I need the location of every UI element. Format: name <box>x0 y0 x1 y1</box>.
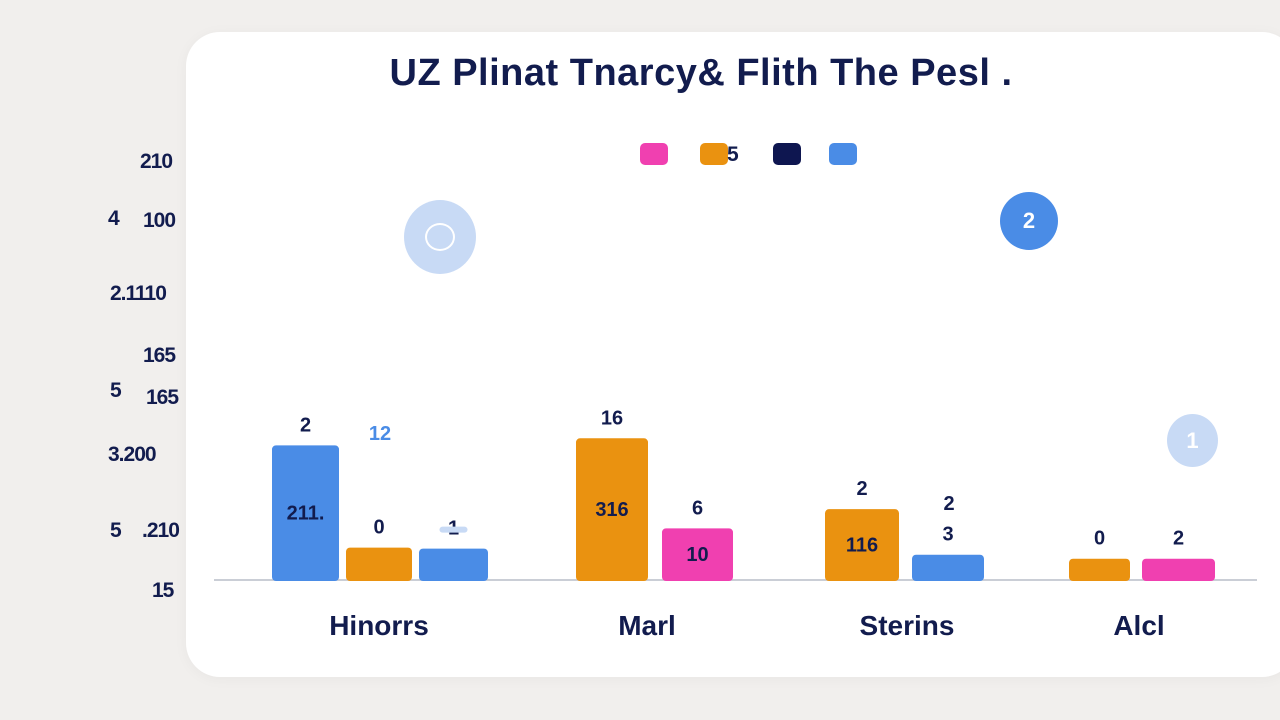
bar-marker <box>439 526 468 533</box>
y-tick-label: 100 <box>143 209 176 232</box>
badge-text: 1 <box>1186 427 1199 453</box>
legend-label-orange: 5 <box>727 143 739 166</box>
bar-value-label: 211. <box>287 503 325 525</box>
bar-top-label: 2 <box>1173 528 1184 550</box>
y-tick-label: 165 <box>143 344 176 367</box>
decorative-circle <box>404 200 476 274</box>
chart-title: UZ Plinat Tnarcy& Flith The Pesl . <box>389 52 1013 94</box>
bar <box>825 509 899 581</box>
bar <box>1142 558 1215 581</box>
decorative-circle-badge: 2 <box>1000 192 1058 250</box>
bar-top-label: 3 <box>942 524 953 546</box>
bar-top-label: 16 <box>601 407 623 429</box>
bar-extra-label: 2 <box>943 493 954 515</box>
x-tick-label: Alcl <box>1113 610 1164 641</box>
legend-swatch-orange <box>700 143 728 165</box>
y-tick-label: 3.200 <box>108 443 157 466</box>
bar-value-label: 316 <box>595 499 628 521</box>
bar-top-label: 2 <box>856 478 867 500</box>
bar-value-label: 10 <box>686 544 708 566</box>
y-tick-prefix: 5 <box>110 519 122 542</box>
y-tick-prefix: 4 <box>108 207 120 230</box>
bar <box>912 554 984 581</box>
bar-top-label: 0 <box>373 517 384 539</box>
y-tick-label: 210 <box>140 150 173 173</box>
decorative-circle-small: 1 <box>1167 414 1218 467</box>
bar-value-label: 116 <box>846 535 878 557</box>
badge-text: 2 <box>1022 208 1036 233</box>
y-tick-label: .210 <box>142 519 180 542</box>
x-tick-label: Hinorrs <box>329 610 429 641</box>
bar-top-label: 6 <box>692 497 703 519</box>
bar-top-label: 2 <box>300 414 311 436</box>
bar-top-label: 0 <box>1094 528 1105 550</box>
y-tick-label: 2.1110 <box>110 282 167 305</box>
x-tick-label: Sterins <box>860 610 955 641</box>
legend-swatch-pink <box>640 143 668 165</box>
y-tick-label: 15 <box>152 579 174 602</box>
bar <box>272 445 339 581</box>
legend-swatch-navy <box>773 143 801 165</box>
legend-swatch-blue <box>829 143 857 165</box>
y-tick-label: 165 <box>146 386 179 409</box>
bar <box>576 438 648 581</box>
bar <box>346 547 412 581</box>
bar <box>419 548 488 581</box>
bar-extra-label: 12 <box>369 423 391 445</box>
bar <box>662 528 733 581</box>
x-tick-label: Marl <box>618 610 676 641</box>
bar <box>1069 558 1130 581</box>
ring-icon <box>425 223 455 251</box>
y-tick-prefix: 5 <box>110 379 122 402</box>
